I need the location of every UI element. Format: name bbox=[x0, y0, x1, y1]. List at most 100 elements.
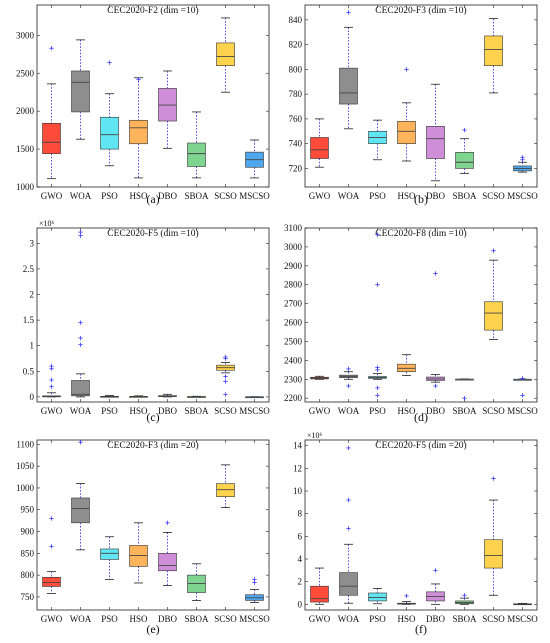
x-tick-label: GWO bbox=[41, 614, 63, 624]
y-tick-label: 840 bbox=[289, 15, 303, 25]
box-DBO bbox=[158, 520, 177, 586]
x-tick-label: MSCSO bbox=[507, 614, 538, 624]
panel-label: (a) bbox=[146, 192, 159, 206]
panel-3: CEC2020-F5 (dim =10) ×10⁶ 0 0.5 1 1.5 2 2.5 3 GWO… bbox=[23, 219, 271, 424]
x-tick-label: SCSO bbox=[214, 191, 237, 201]
x-tick-label: HSO bbox=[397, 406, 416, 416]
box-GWO bbox=[42, 516, 61, 594]
outlier-point bbox=[462, 593, 467, 598]
outlier-point bbox=[404, 67, 409, 72]
box-HSO bbox=[129, 77, 148, 179]
chart-title: CEC2020-F5 (dim =20) bbox=[375, 440, 466, 451]
iqr-box bbox=[310, 585, 329, 603]
outlier-point bbox=[375, 365, 380, 370]
iqr-box bbox=[71, 497, 90, 524]
y-tick-label: 2800 bbox=[284, 280, 303, 290]
y-tick-label: 2500 bbox=[284, 336, 303, 346]
x-tick-label: SBOA bbox=[452, 614, 477, 624]
y-tick-label: 720 bbox=[289, 163, 303, 173]
outlier-point bbox=[462, 127, 467, 133]
y-tick-label: 3000 bbox=[16, 30, 35, 40]
panel-2: CEC2020-F3 (dim =10) 720 740 760 780 800 820 84… bbox=[289, 4, 538, 206]
iqr-box bbox=[42, 123, 61, 154]
outlier-point bbox=[346, 366, 351, 372]
box-PSO bbox=[100, 536, 119, 580]
chart-title: CEC2020-F2 (dim =10) bbox=[107, 5, 198, 16]
box-HSO bbox=[397, 67, 416, 162]
x-tick-label: MSCSO bbox=[507, 406, 538, 416]
x-tick-label: GWO bbox=[41, 406, 63, 416]
y-tick-label: 760 bbox=[289, 114, 303, 124]
box-GWO bbox=[310, 118, 329, 168]
box-GWO bbox=[42, 363, 61, 398]
outlier-point bbox=[433, 271, 438, 276]
plot-frame bbox=[36, 439, 270, 611]
outlier-point bbox=[78, 320, 83, 325]
panel-label: (e) bbox=[146, 622, 159, 636]
box-MSCSO bbox=[245, 139, 264, 179]
outlier-point bbox=[462, 396, 467, 401]
box-PSO bbox=[100, 60, 119, 167]
y-tick-label: 780 bbox=[289, 89, 303, 99]
outlier-point bbox=[252, 577, 257, 582]
x-tick-label: DBO bbox=[158, 406, 178, 416]
y-tick-label: 1 bbox=[30, 341, 35, 351]
outlier-point bbox=[520, 155, 525, 160]
box-SCSO bbox=[216, 17, 235, 93]
x-tick-label: WOA bbox=[70, 614, 92, 624]
outlier-point bbox=[223, 374, 228, 379]
x-tick-label: DBO bbox=[426, 614, 446, 624]
outlier-point bbox=[346, 497, 351, 503]
iqr-box bbox=[310, 137, 329, 159]
box-MSCSO bbox=[513, 603, 532, 606]
x-tick-label: HSO bbox=[397, 191, 416, 201]
iqr-box bbox=[158, 553, 177, 572]
plot-frame bbox=[36, 4, 270, 188]
outlier-point bbox=[433, 568, 438, 573]
box-WOA bbox=[339, 10, 358, 130]
x-tick-label: GWO bbox=[309, 191, 331, 201]
y-tick-label: 1100 bbox=[16, 439, 34, 449]
x-tick-label: WOA bbox=[70, 191, 92, 201]
box-SBOA bbox=[187, 395, 206, 398]
box-DBO bbox=[426, 568, 445, 605]
x-tick-label: MSCSO bbox=[507, 191, 538, 201]
y-tick-label: 1000 bbox=[16, 182, 35, 192]
chart-title: CEC2020-F5 (dim =10) bbox=[107, 228, 198, 239]
axis-exponent: ×10⁶ bbox=[307, 431, 323, 440]
outlier-point bbox=[78, 439, 83, 445]
outlier-point bbox=[491, 476, 496, 481]
iqr-box bbox=[100, 116, 119, 150]
box-DBO bbox=[158, 70, 177, 149]
outlier-point bbox=[223, 379, 228, 384]
chart-title: CEC2020-F8 (dim =10) bbox=[375, 228, 466, 239]
box-SCSO bbox=[216, 354, 235, 397]
x-tick-label: PSO bbox=[369, 406, 386, 416]
box-SBOA bbox=[455, 127, 474, 174]
y-tick-label: 2900 bbox=[284, 261, 303, 271]
box-PSO bbox=[100, 395, 119, 398]
axis-exponent: ×10⁶ bbox=[39, 219, 55, 228]
y-tick-label: 820 bbox=[289, 40, 303, 50]
box-GWO bbox=[310, 567, 329, 605]
x-tick-label: DBO bbox=[158, 614, 178, 624]
iqr-box bbox=[100, 548, 119, 560]
x-tick-label: GWO bbox=[41, 191, 63, 201]
x-tick-label: SCSO bbox=[214, 406, 237, 416]
x-tick-label: WOA bbox=[338, 406, 360, 416]
x-tick-label: PSO bbox=[369, 614, 386, 624]
iqr-box bbox=[187, 142, 206, 167]
iqr-box bbox=[339, 572, 358, 596]
iqr-box bbox=[397, 121, 416, 144]
y-tick-label: 4 bbox=[298, 554, 303, 564]
plot-frame bbox=[304, 4, 538, 188]
y-tick-label: 750 bbox=[21, 592, 35, 602]
box-PSO bbox=[368, 232, 387, 398]
x-tick-label: SCSO bbox=[482, 191, 505, 201]
box-SBOA bbox=[187, 563, 206, 601]
outlier-point bbox=[49, 377, 54, 383]
y-tick-label: 800 bbox=[21, 570, 35, 580]
x-tick-label: PSO bbox=[101, 614, 118, 624]
